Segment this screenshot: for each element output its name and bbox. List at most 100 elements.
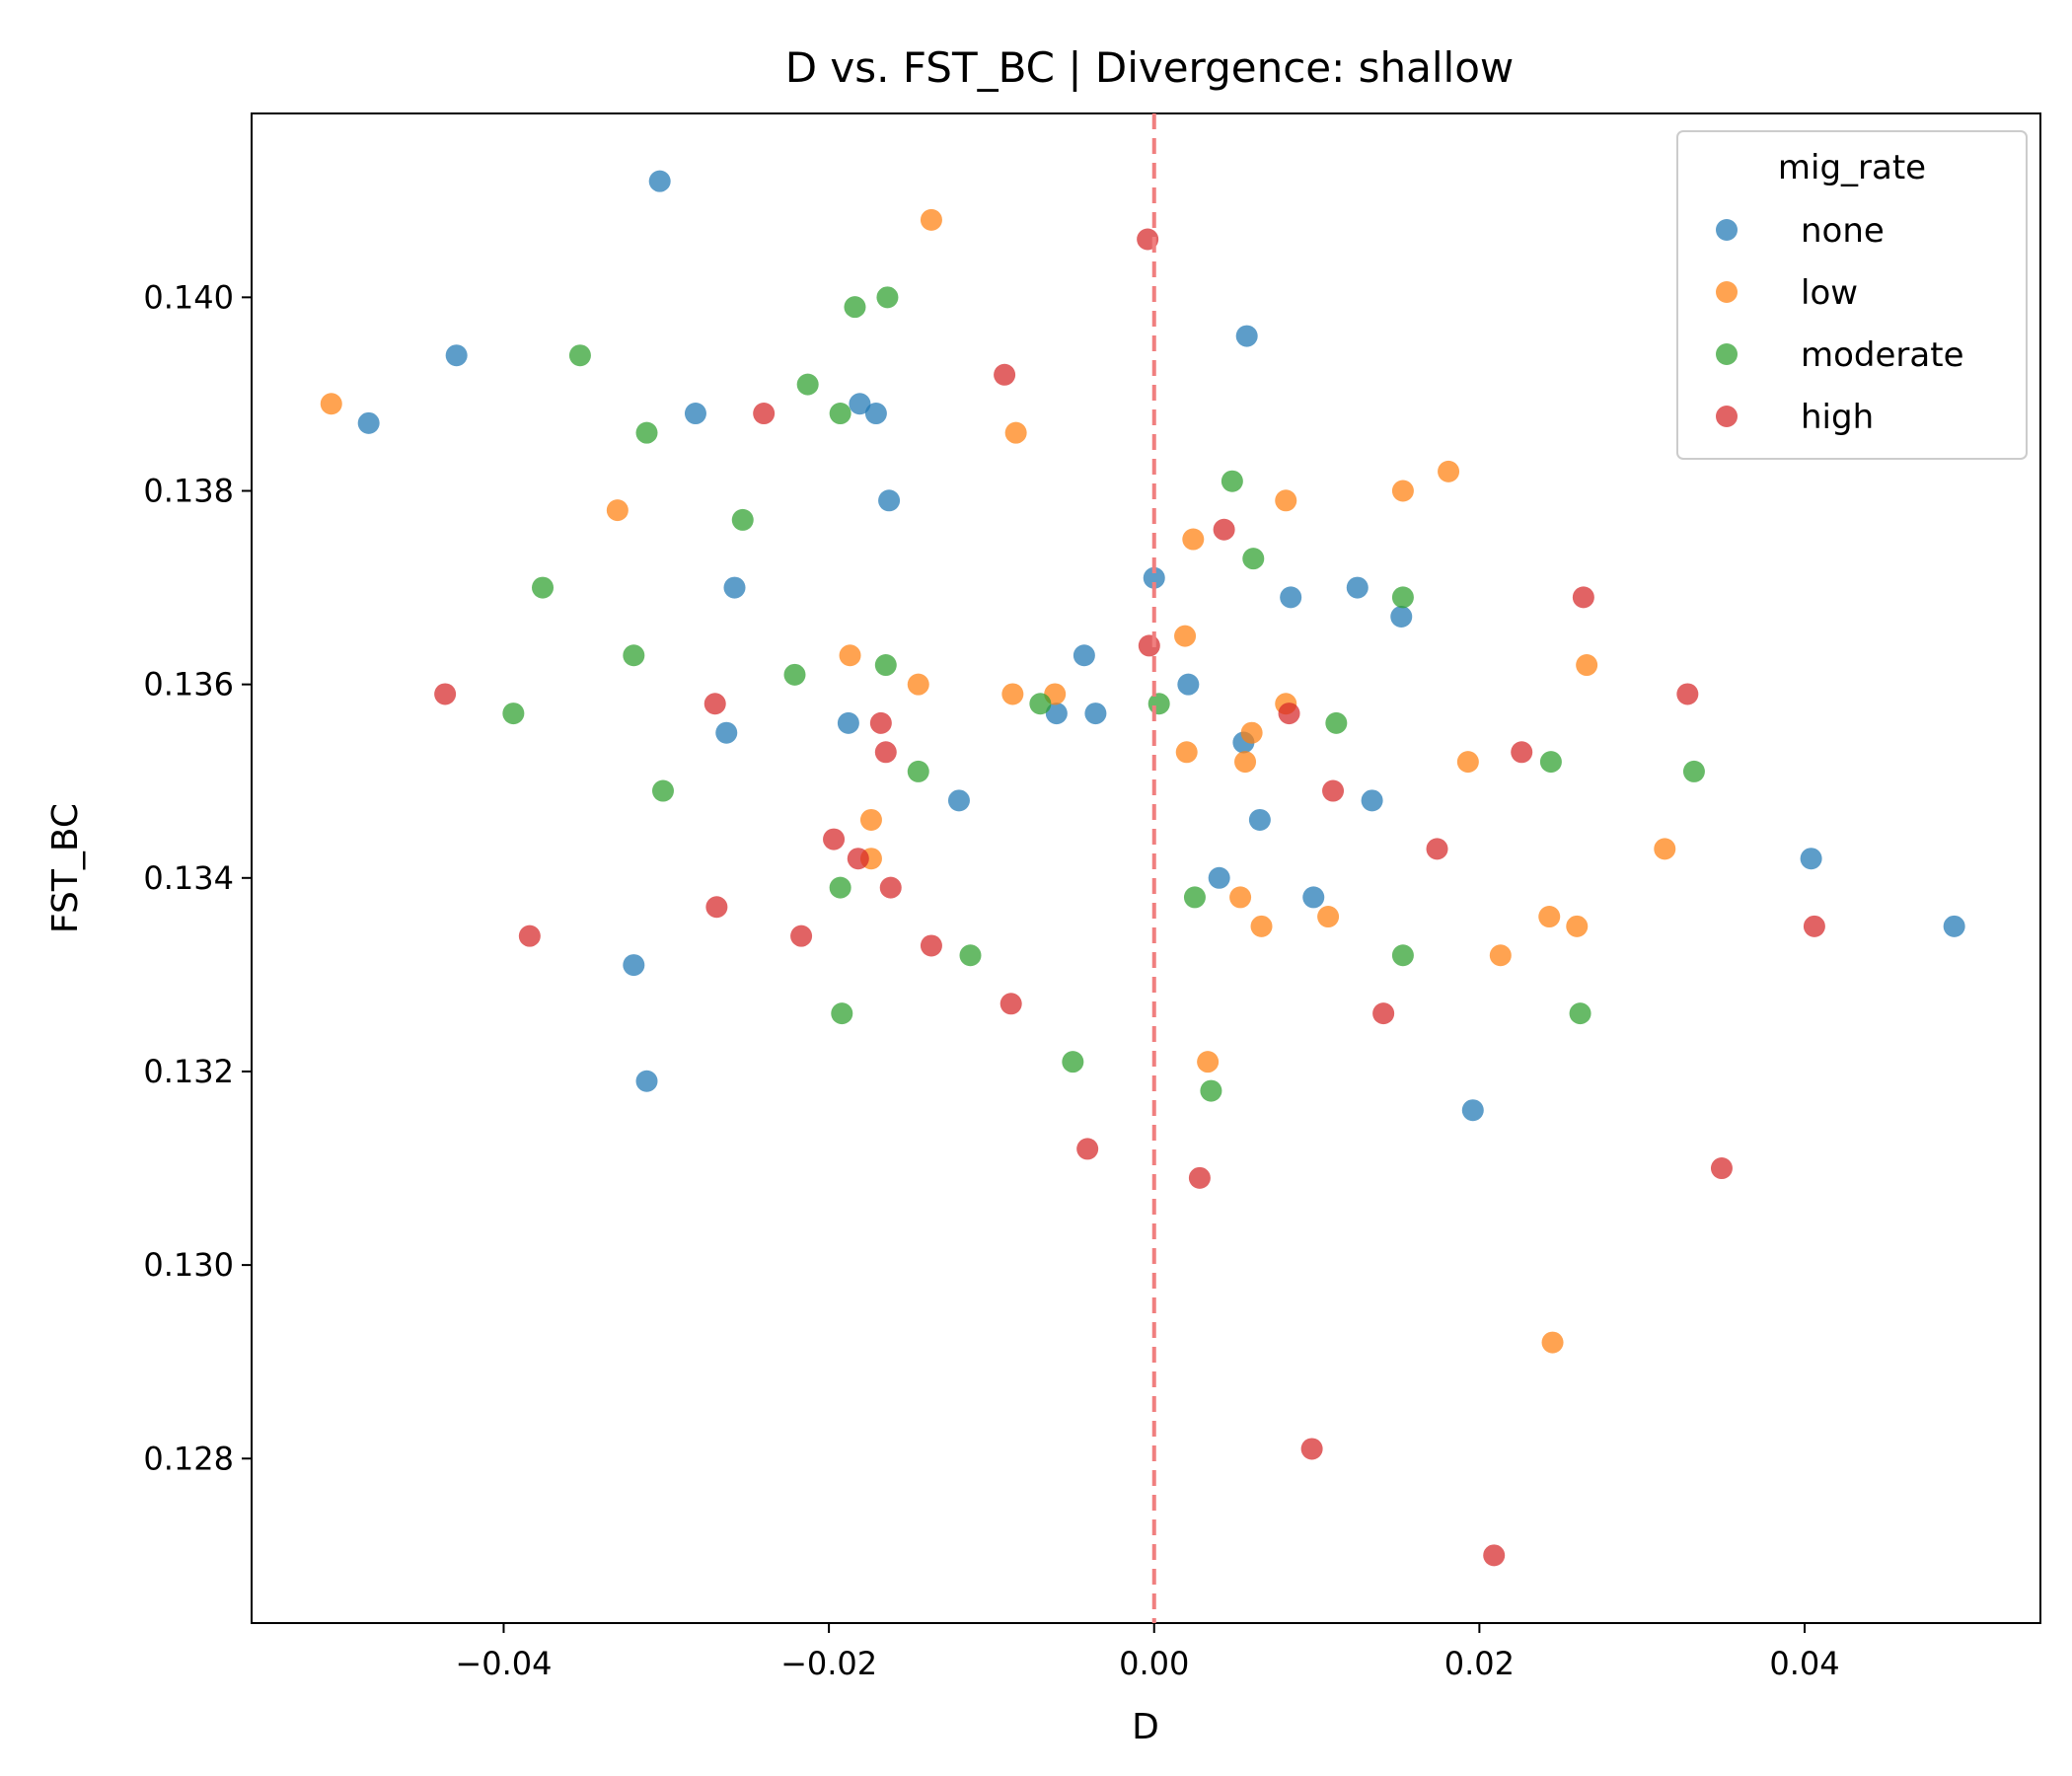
x-tick-label: 0.00	[1119, 1645, 1189, 1682]
point-low	[1004, 421, 1027, 444]
point-high	[823, 828, 846, 851]
point-high	[920, 934, 942, 957]
point-high	[1483, 1544, 1506, 1567]
point-none	[623, 954, 645, 977]
point-none	[1208, 866, 1230, 889]
y-tick-label: 0.138	[143, 473, 234, 510]
point-low	[1456, 751, 1479, 774]
point-none	[357, 411, 380, 434]
point-high	[790, 925, 813, 947]
legend-marker-high	[1716, 406, 1738, 427]
point-high	[879, 876, 902, 899]
point-low	[1317, 906, 1340, 928]
point-low	[1438, 460, 1460, 482]
point-high	[1803, 915, 1825, 937]
point-none	[684, 403, 706, 425]
x-tick-label: −0.02	[780, 1645, 877, 1682]
x-tick-label: 0.04	[1769, 1645, 1839, 1682]
point-low	[1234, 751, 1257, 774]
point-moderate	[1147, 693, 1170, 715]
point-none	[1943, 915, 1965, 937]
point-moderate	[1539, 751, 1562, 774]
point-low	[1197, 1051, 1220, 1073]
point-moderate	[1682, 760, 1705, 782]
point-low	[839, 644, 861, 667]
legend-label-high: high	[1801, 398, 1874, 437]
point-none	[1177, 673, 1200, 696]
point-none	[864, 403, 887, 425]
point-low	[1391, 480, 1414, 502]
point-none	[1302, 886, 1325, 909]
point-moderate	[959, 944, 982, 967]
point-low	[1240, 721, 1263, 744]
point-low	[320, 393, 342, 415]
point-high	[518, 925, 541, 947]
y-axis-ticks: 0.128 0.130 0.132 0.134 0.136 0.138 0.140	[143, 278, 252, 1477]
points-layer	[320, 113, 1965, 1623]
point-low	[1182, 528, 1205, 551]
point-moderate	[1391, 586, 1414, 609]
point-moderate	[1200, 1079, 1222, 1102]
point-high	[705, 896, 728, 919]
point-low	[1250, 915, 1273, 937]
point-high	[999, 993, 1022, 1015]
point-low	[1576, 654, 1598, 677]
legend-label-low: low	[1801, 273, 1858, 313]
point-moderate	[796, 373, 819, 396]
point-moderate	[1391, 944, 1414, 967]
y-tick-label: 0.136	[143, 666, 234, 703]
point-high	[1511, 741, 1533, 764]
legend: mig_rate none low moderate high	[1676, 130, 2028, 460]
point-none	[1073, 644, 1095, 667]
point-none	[1280, 586, 1302, 609]
point-moderate	[502, 703, 525, 725]
x-axis-label: D	[1132, 1707, 1159, 1747]
legend-marker-none	[1716, 219, 1738, 241]
point-moderate	[731, 508, 754, 531]
legend-items: none low moderate high	[1716, 211, 1963, 437]
point-low	[859, 808, 882, 831]
point-low	[1275, 489, 1297, 512]
point-moderate	[635, 421, 658, 444]
point-none	[849, 393, 871, 415]
point-moderate	[829, 403, 851, 425]
y-tick-label: 0.140	[143, 278, 234, 316]
point-none	[715, 721, 738, 744]
point-low	[1538, 906, 1561, 928]
point-high	[703, 693, 726, 715]
legend-marker-moderate	[1716, 343, 1738, 365]
point-low	[1229, 886, 1252, 909]
point-none	[1346, 576, 1369, 599]
point-moderate	[532, 576, 555, 599]
point-high	[874, 741, 897, 764]
point-low	[907, 673, 929, 696]
point-high	[1278, 703, 1300, 725]
point-none	[1045, 703, 1068, 725]
legend-marker-low	[1716, 281, 1738, 303]
point-none	[1143, 566, 1165, 589]
point-high	[1426, 838, 1448, 860]
y-tick-label: 0.128	[143, 1440, 234, 1477]
point-none	[837, 711, 859, 734]
point-moderate	[1183, 886, 1206, 909]
point-moderate	[1242, 548, 1265, 570]
point-low	[1001, 683, 1024, 705]
point-low	[1566, 915, 1589, 937]
point-low	[606, 499, 629, 522]
plot-area	[251, 112, 2041, 1624]
point-high	[753, 403, 776, 425]
point-none	[1390, 606, 1413, 628]
legend-box	[1676, 130, 2028, 460]
point-low	[1541, 1331, 1564, 1354]
point-none	[1461, 1099, 1484, 1122]
point-none	[648, 170, 671, 192]
legend-label-moderate: moderate	[1801, 335, 1963, 375]
point-moderate	[876, 286, 899, 309]
point-none	[947, 789, 970, 812]
point-none	[1361, 789, 1383, 812]
point-none	[1235, 325, 1258, 347]
point-moderate	[844, 296, 866, 319]
point-moderate	[1325, 711, 1348, 734]
point-moderate	[651, 779, 674, 802]
y-tick-label: 0.132	[143, 1053, 234, 1090]
